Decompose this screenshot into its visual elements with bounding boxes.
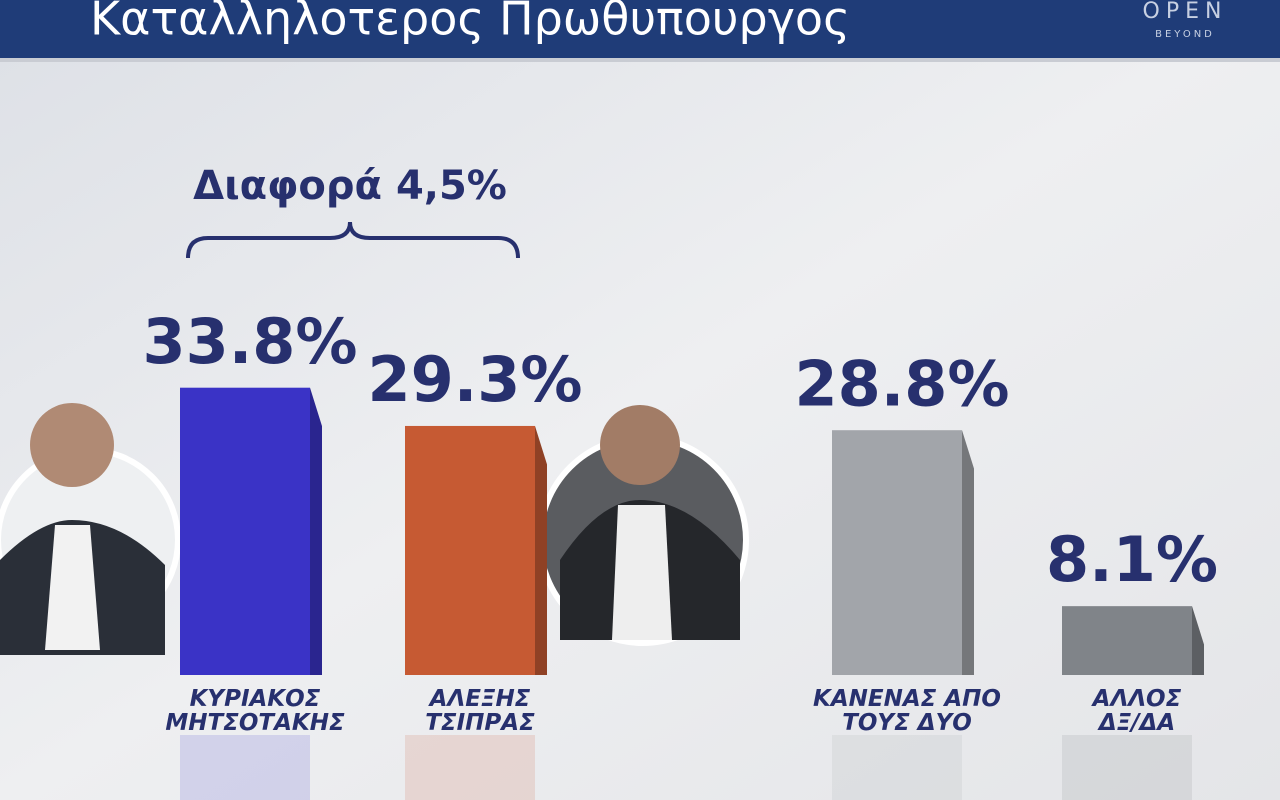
value-label: 33.8% <box>142 305 357 378</box>
bar-side <box>1192 606 1204 675</box>
brace <box>186 221 520 259</box>
annotation: Διαφορά 4,5% <box>193 163 507 209</box>
bar-reflection <box>1062 735 1192 800</box>
bar-reflection <box>405 735 535 800</box>
bar-reflection <box>180 735 310 800</box>
photo-right <box>537 405 749 646</box>
bar <box>405 425 535 675</box>
bar <box>832 430 962 675</box>
logo-subtext: BEYOND <box>1155 29 1215 40</box>
category-label: ΚΑΝΕΝΑΣ ΑΠΟ ΤΟΥΣ ΔΥΟ <box>813 686 1001 736</box>
title-rule <box>0 58 1280 62</box>
category-label: ΑΛΕΞΗΣ ΤΣΙΠΡΑΣ <box>425 686 535 736</box>
title-bar <box>0 0 1280 58</box>
bar-side <box>310 387 322 675</box>
category-label: ΑΛΛΟΣ ΔΞ/ΔΑ <box>1092 686 1182 736</box>
bar-side <box>962 430 974 675</box>
bar <box>180 387 310 675</box>
value-label: 29.3% <box>367 343 582 416</box>
bar <box>1062 606 1192 675</box>
chart-title: Καταλληλοτερος Πρωθυπουργος <box>90 0 850 46</box>
bar-side <box>535 425 547 675</box>
bar-reflection <box>832 735 962 800</box>
value-label: 28.8% <box>794 347 1009 420</box>
category-label: ΚΥΡΙΑΚΟΣ ΜΗΤΣΟΤΑΚΗΣ <box>165 686 345 736</box>
value-label: 8.1% <box>1046 523 1218 596</box>
photo-left <box>0 403 181 655</box>
logo-text: OPEN <box>1143 0 1228 24</box>
